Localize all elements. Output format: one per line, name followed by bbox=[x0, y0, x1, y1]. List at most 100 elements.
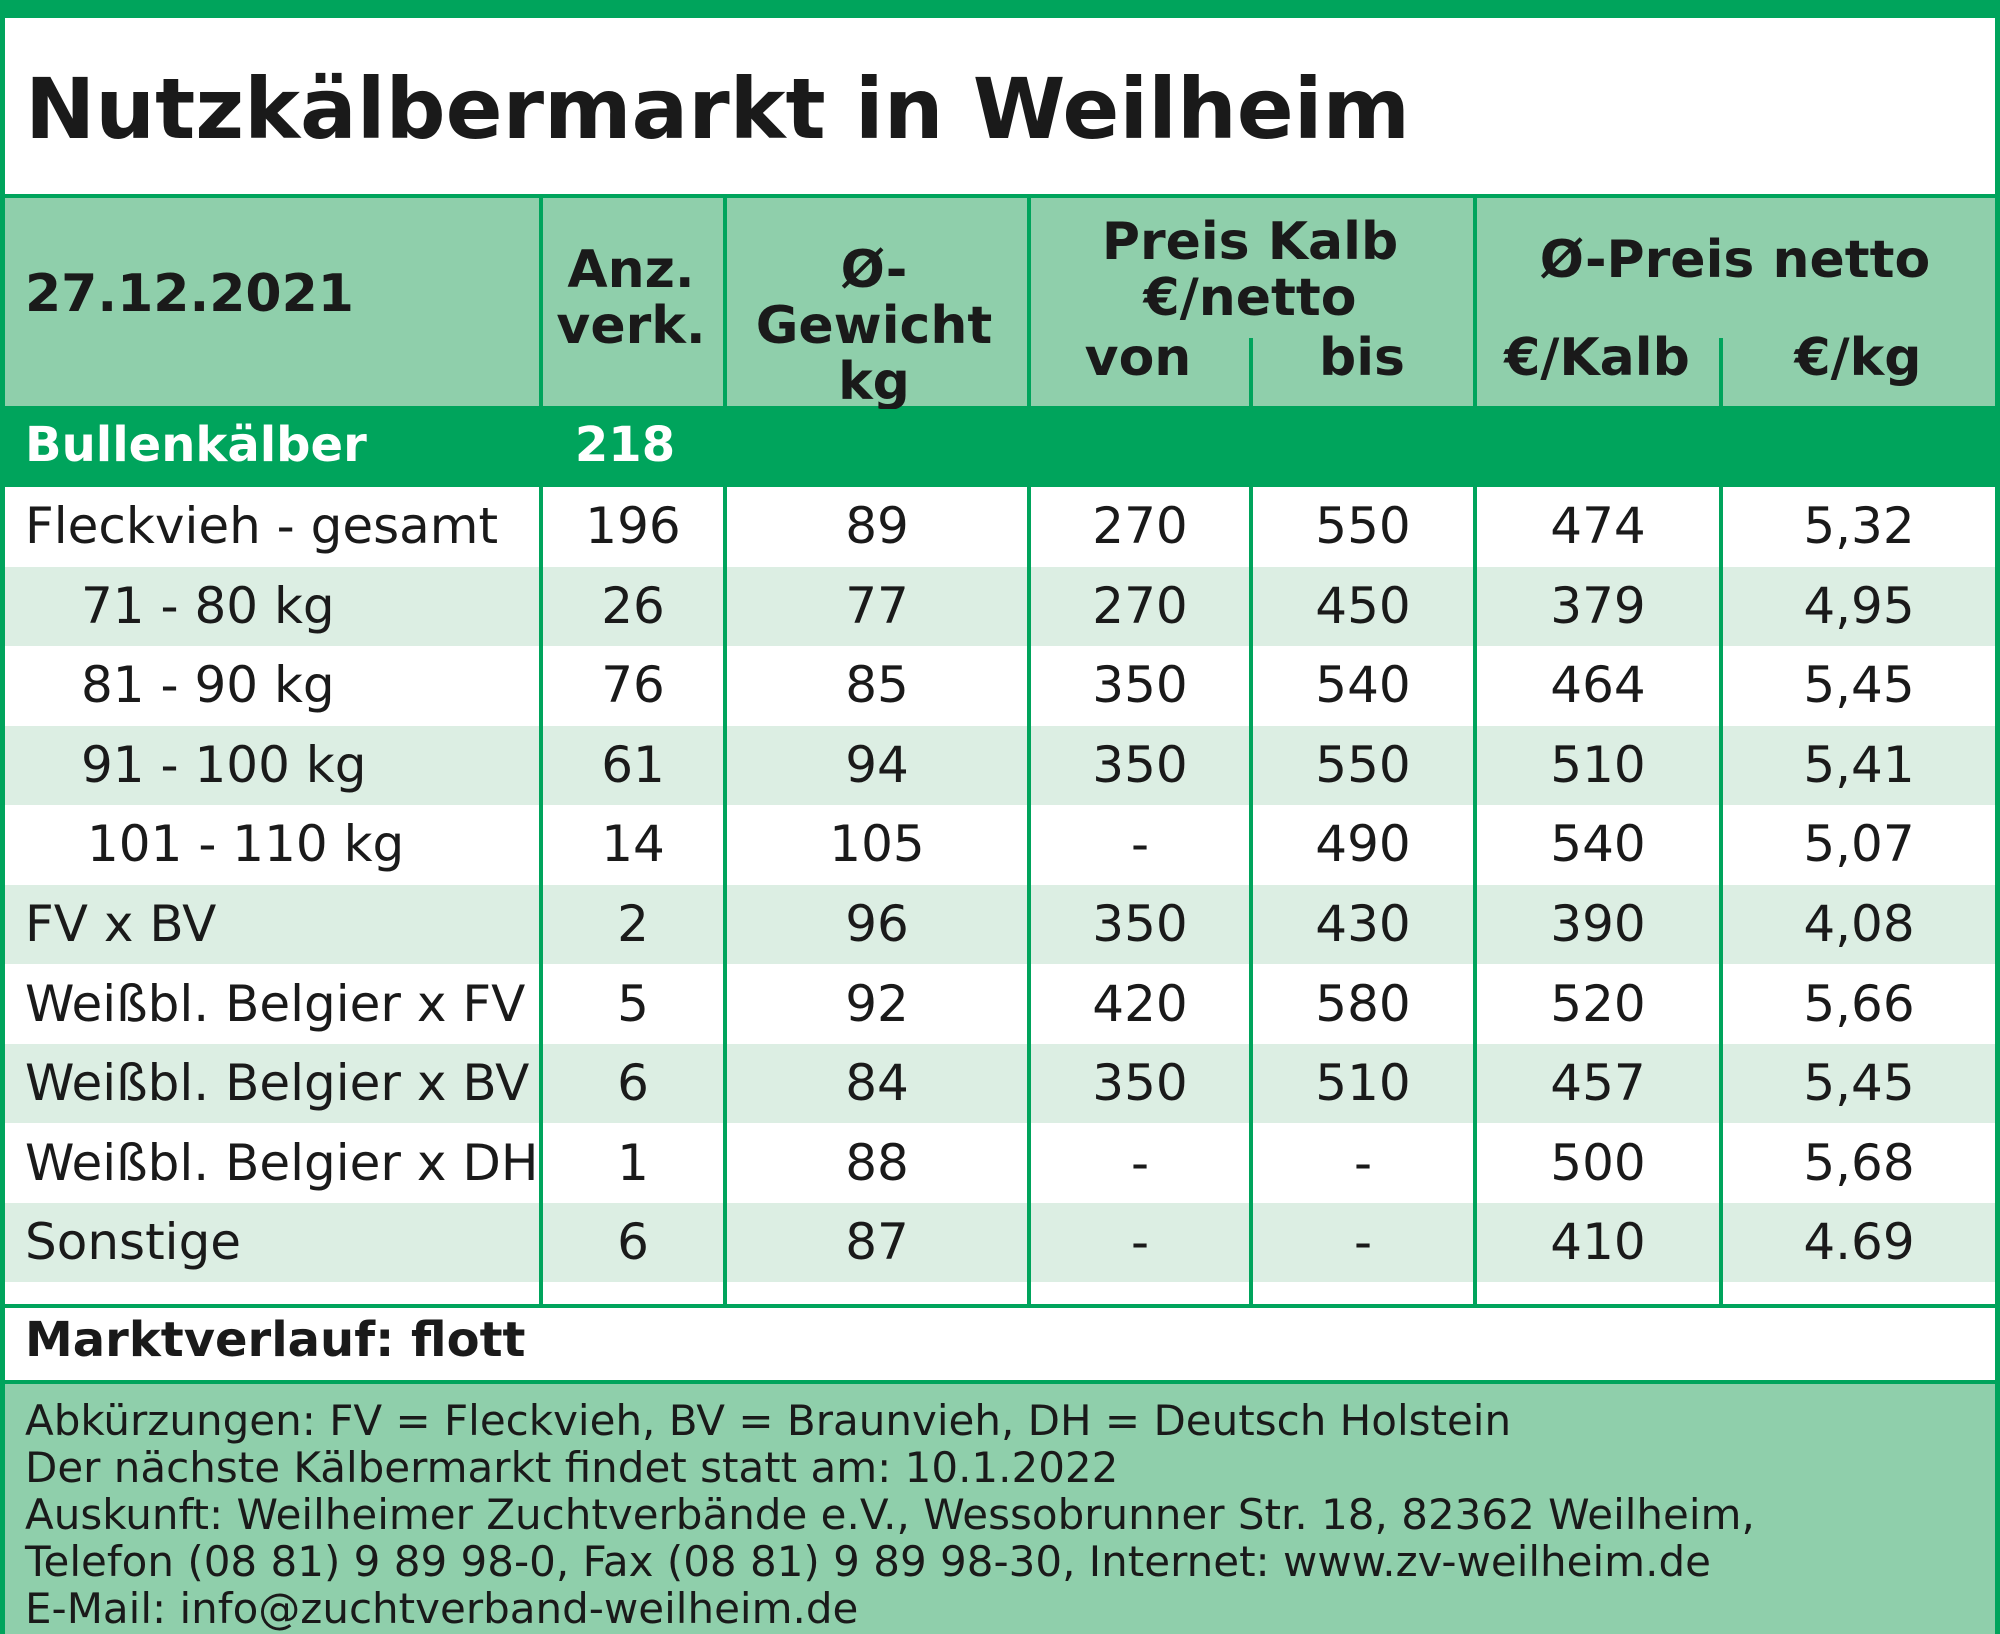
cell-anz: 1 bbox=[617, 1133, 649, 1192]
column-divider bbox=[539, 198, 543, 409]
column-divider bbox=[1027, 198, 1031, 409]
cell-kg: 5,45 bbox=[1803, 656, 1915, 715]
page-title: Nutzkälbermarkt in Weilheim bbox=[25, 60, 1411, 158]
cell-kalb: 510 bbox=[1550, 735, 1646, 794]
row-label: Weißbl. Belgier x FV bbox=[25, 974, 526, 1033]
cell-anz: 5 bbox=[617, 974, 649, 1033]
cell-gew: 85 bbox=[845, 656, 909, 715]
table-row: 81 - 90 kg 76 85 350 540 464 5,45 bbox=[5, 646, 1995, 725]
table-row: Fleckvieh - gesamt 196 89 270 550 474 5,32 bbox=[5, 487, 1995, 566]
cell-kg: 5,45 bbox=[1803, 1054, 1915, 1113]
header-bis: bis bbox=[1319, 328, 1405, 388]
cell-von: 350 bbox=[1092, 895, 1188, 953]
header-divider bbox=[1719, 338, 1723, 409]
header-divider bbox=[1249, 338, 1253, 409]
cell-kalb: 464 bbox=[1550, 656, 1646, 715]
footer-next-market: Der nächste Kälbermarkt findet statt am:… bbox=[25, 1443, 1119, 1492]
header-per-kalb: €/Kalb bbox=[1504, 328, 1690, 388]
cell-von: - bbox=[1130, 1213, 1150, 1272]
cell-kg: 5,32 bbox=[1803, 497, 1915, 555]
cell-kalb: 520 bbox=[1550, 974, 1646, 1033]
table-row: 91 - 100 kg 61 94 350 550 510 5,41 bbox=[5, 725, 1995, 805]
column-divider bbox=[723, 487, 727, 1304]
cell-von: 350 bbox=[1092, 1054, 1188, 1113]
cell-von: - bbox=[1130, 1133, 1150, 1192]
cell-gew: 84 bbox=[845, 1054, 909, 1113]
cell-kalb: 500 bbox=[1550, 1133, 1646, 1192]
cell-anz: 14 bbox=[601, 815, 665, 874]
cell-gew: 105 bbox=[829, 815, 925, 874]
header-gewicht: Ø-Gewicht kg bbox=[755, 240, 993, 412]
cell-kg: 4.69 bbox=[1803, 1213, 1915, 1272]
row-label: 71 - 80 kg bbox=[81, 576, 335, 635]
header-date: 27.12.2021 bbox=[25, 264, 354, 324]
cell-gew: 77 bbox=[845, 576, 909, 635]
header-anz: Anz. verk. bbox=[556, 240, 706, 356]
group-count: 218 bbox=[574, 417, 676, 473]
cell-bis: 430 bbox=[1315, 895, 1411, 953]
cell-von: 270 bbox=[1092, 497, 1188, 555]
cell-von: 420 bbox=[1092, 974, 1188, 1033]
cell-kalb: 457 bbox=[1550, 1054, 1646, 1113]
footer-info: Abkürzungen: FV = Fleckvieh, BV = Braunv… bbox=[5, 1384, 1995, 1634]
cell-bis: 450 bbox=[1315, 576, 1411, 635]
cell-kalb: 474 bbox=[1550, 497, 1646, 555]
cell-bis: 510 bbox=[1315, 1054, 1411, 1113]
cell-bis: 550 bbox=[1315, 735, 1411, 794]
cell-von: - bbox=[1130, 815, 1150, 874]
row-label: FV x BV bbox=[25, 895, 217, 953]
header-per-kg: €/kg bbox=[1794, 328, 1922, 388]
table-row: Weißbl. Belgier x FV 5 92 420 580 520 5,66 bbox=[5, 965, 1995, 1044]
table-row: FV x BV 2 96 350 430 390 4,08 bbox=[5, 885, 1995, 964]
cell-gew: 94 bbox=[845, 735, 909, 794]
footer-email: E-Mail: info@zuchtverband-weilheim.de bbox=[25, 1584, 859, 1633]
cell-bis: 580 bbox=[1315, 974, 1411, 1033]
cell-gew: 92 bbox=[845, 974, 909, 1033]
table-row: Weißbl. Belgier x DH 1 88 - - 500 5,68 bbox=[5, 1124, 1995, 1203]
row-label: Weißbl. Belgier x DH bbox=[25, 1133, 539, 1192]
cell-bis: 490 bbox=[1315, 815, 1411, 874]
table-row: Weißbl. Belgier x BV 6 84 350 510 457 5,45 bbox=[5, 1044, 1995, 1124]
cell-anz: 2 bbox=[617, 895, 649, 953]
group-label: Bullenkälber bbox=[25, 417, 367, 473]
cell-gew: 96 bbox=[845, 895, 909, 953]
cell-kg: 5,68 bbox=[1803, 1133, 1915, 1192]
cell-anz: 26 bbox=[601, 576, 665, 635]
title-bar: Nutzkälbermarkt in Weilheim bbox=[5, 18, 1995, 198]
group-band: Bullenkälber 218 bbox=[5, 409, 1995, 487]
row-label: Sonstige bbox=[25, 1213, 242, 1272]
table-row: 101 - 110 kg 14 105 - 490 540 5,07 bbox=[5, 805, 1995, 884]
column-divider bbox=[1719, 487, 1723, 1304]
cell-kalb: 379 bbox=[1550, 576, 1646, 635]
cell-bis: 540 bbox=[1315, 656, 1411, 715]
table-row: 71 - 80 kg 26 77 270 450 379 4,95 bbox=[5, 566, 1995, 646]
cell-bis: - bbox=[1353, 1133, 1373, 1192]
cell-gew: 87 bbox=[845, 1213, 909, 1272]
row-label: 81 - 90 kg bbox=[81, 656, 335, 715]
cell-von: 350 bbox=[1092, 656, 1188, 715]
header-avg-price: Ø-Preis netto bbox=[1539, 230, 1931, 290]
cell-anz: 6 bbox=[617, 1054, 649, 1113]
cell-bis: - bbox=[1353, 1213, 1373, 1272]
cell-kg: 4,95 bbox=[1803, 576, 1915, 635]
header-von: von bbox=[1084, 328, 1192, 388]
cell-von: 350 bbox=[1092, 735, 1188, 794]
column-divider bbox=[539, 487, 543, 1304]
cell-anz: 196 bbox=[585, 497, 681, 555]
cell-anz: 6 bbox=[617, 1213, 649, 1272]
cell-bis: 550 bbox=[1315, 497, 1411, 555]
cell-von: 270 bbox=[1092, 576, 1188, 635]
market-status: Marktverlauf: flott bbox=[25, 1312, 526, 1368]
cell-kg: 5,66 bbox=[1803, 974, 1915, 1033]
cell-kg: 4,08 bbox=[1803, 895, 1915, 953]
row-label: 101 - 110 kg bbox=[87, 815, 405, 874]
table-row: Sonstige 6 87 - - 410 4.69 bbox=[5, 1203, 1995, 1283]
cell-kalb: 390 bbox=[1550, 895, 1646, 953]
column-divider bbox=[1249, 487, 1253, 1304]
header-preis-kalb: Preis Kalb €/netto bbox=[1101, 212, 1399, 328]
row-label: Fleckvieh - gesamt bbox=[25, 497, 499, 555]
cell-gew: 89 bbox=[845, 497, 909, 555]
table-header: 27.12.2021 Anz. verk. Ø-Gewicht kg Preis… bbox=[5, 198, 1995, 412]
column-divider bbox=[1027, 487, 1031, 1304]
